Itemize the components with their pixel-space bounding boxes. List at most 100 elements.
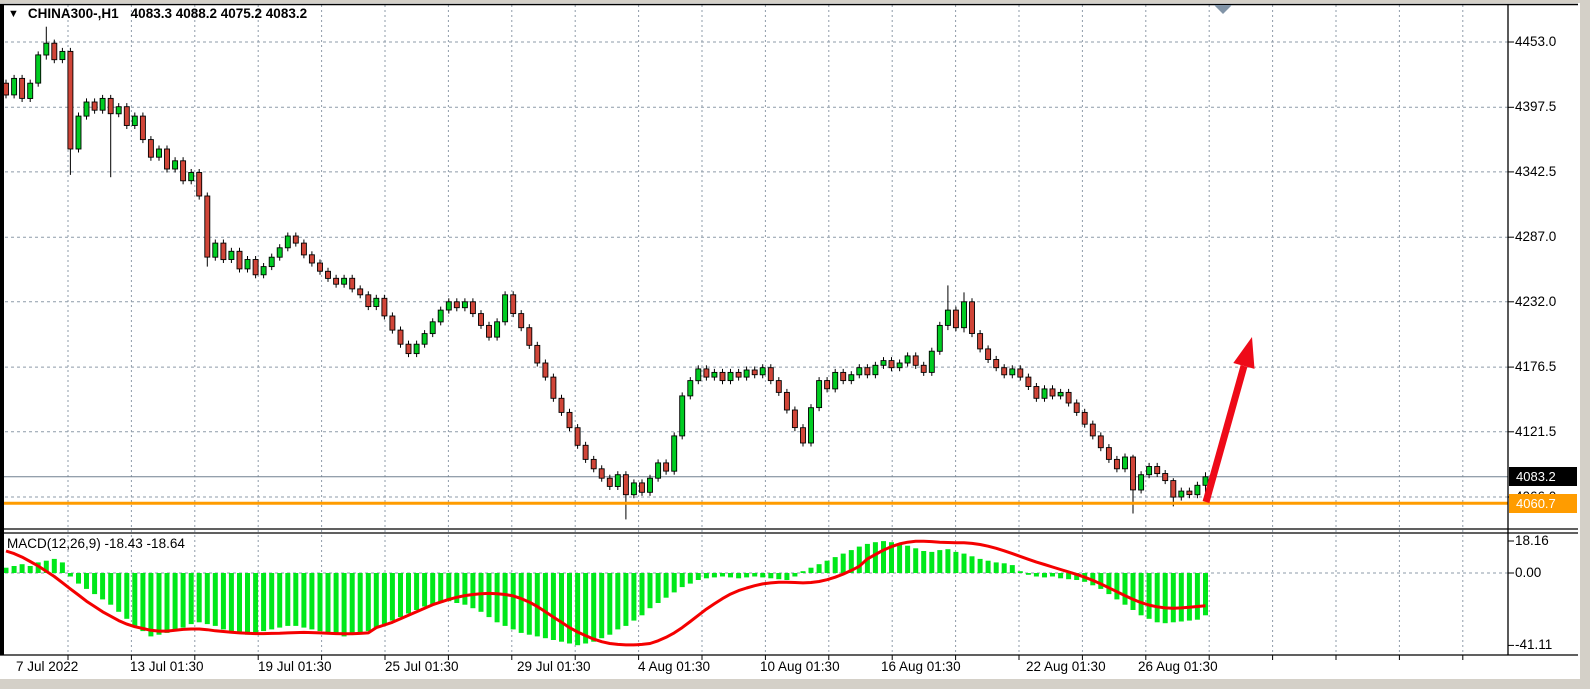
symbol-period-label: CHINA300-,H1 — [27, 6, 119, 21]
candle-body — [961, 301, 967, 329]
macd-tick-label: 0.00 — [1515, 565, 1542, 580]
price-tick-label: 4397.5 — [1515, 99, 1557, 114]
macd-histogram-bar — [204, 573, 210, 625]
macd-histogram-bar — [140, 573, 146, 632]
chevron-down-icon[interactable]: ▼ — [8, 8, 19, 20]
macd-histogram-bar — [406, 573, 411, 614]
candle-body — [944, 309, 951, 326]
macd-histogram-bar — [1146, 573, 1152, 619]
macd-tick-label: 18.16 — [1515, 533, 1549, 548]
macd-histogram-bar — [27, 566, 33, 573]
candle-body — [639, 482, 645, 493]
candle-body — [244, 259, 251, 270]
candle-body — [928, 350, 935, 373]
macd-histogram-bar — [929, 551, 935, 573]
trend-arrow-head[interactable] — [1233, 337, 1255, 369]
macd-histogram-bar — [687, 573, 693, 584]
candle-body — [27, 82, 34, 99]
time-tick-label: 19 Jul 01:30 — [258, 659, 332, 674]
macd-histogram-bar — [1106, 573, 1112, 595]
candle-body — [808, 407, 814, 444]
trend-arrow-shaft[interactable] — [1202, 365, 1248, 503]
candle-body — [188, 172, 195, 182]
macd-histogram-bar — [526, 573, 532, 635]
candle-body — [622, 474, 629, 496]
candle-body — [461, 301, 468, 309]
macd-histogram-bar — [897, 543, 903, 573]
candle-body — [856, 367, 863, 376]
candle-body — [1033, 386, 1040, 399]
candle-body — [848, 374, 855, 382]
candle-body — [156, 148, 162, 158]
macd-histogram-bar — [237, 573, 242, 633]
candle-body — [373, 297, 380, 307]
candle-body — [1122, 456, 1128, 470]
macd-histogram-bar — [454, 573, 460, 603]
macd-histogram-bar — [293, 573, 299, 626]
chart-shift-marker[interactable] — [1214, 5, 1232, 14]
candle-body — [196, 172, 203, 197]
macd-histogram-bar — [301, 573, 307, 628]
candle-body — [663, 462, 670, 472]
macd-histogram-bar — [132, 573, 138, 626]
macd-histogram-bar — [1154, 573, 1160, 623]
macd-histogram-bar — [1058, 573, 1064, 579]
candle-body — [308, 254, 315, 264]
macd-histogram-bar — [470, 573, 476, 609]
macd-histogram-bar — [840, 553, 846, 573]
macd-indicator-label: MACD(12,26,9) -18.43 -18.64 — [7, 536, 185, 551]
macd-histogram-bar — [164, 573, 170, 633]
candle-body — [1081, 411, 1088, 425]
macd-histogram-bar — [1074, 573, 1080, 580]
macd-histogram-bar — [1138, 573, 1144, 616]
candle-body — [405, 343, 412, 355]
candle-body — [671, 435, 678, 472]
candle-body — [735, 371, 742, 378]
macd-histogram-bar — [808, 567, 814, 573]
macd-histogram-bar — [607, 573, 613, 635]
candle-body — [429, 321, 436, 335]
candle-body — [83, 101, 90, 117]
chart-border-left — [0, 4, 4, 655]
bid-price-badge: 4083.2 — [1509, 467, 1577, 486]
macd-histogram-bar — [711, 573, 717, 578]
macd-histogram-bar — [357, 573, 363, 633]
macd-histogram-bar — [550, 573, 556, 640]
macd-histogram-bar — [937, 550, 943, 573]
macd-histogram-bar — [510, 573, 516, 630]
macd-histogram-bar — [784, 573, 790, 580]
candle-body — [381, 297, 388, 317]
macd-histogram-bar — [832, 557, 838, 573]
candle-body — [1097, 435, 1104, 449]
macd-histogram-bar — [220, 573, 226, 630]
macd-histogram-bar — [542, 573, 548, 639]
candle-body — [558, 397, 565, 413]
macd-histogram-bar — [341, 573, 347, 637]
price-tick-label: 4453.0 — [1515, 34, 1557, 49]
candle-body — [767, 367, 774, 382]
candle-body — [172, 160, 179, 170]
macd-histogram-bar — [623, 573, 629, 626]
candle-body — [1089, 423, 1096, 437]
macd-histogram-bar — [760, 573, 766, 578]
macd-histogram-bar — [800, 571, 806, 573]
candle-body — [357, 288, 364, 296]
macd-histogram-bar — [494, 573, 500, 623]
candle-body — [743, 369, 750, 378]
candle-body — [606, 477, 613, 487]
macd-histogram-bar — [196, 573, 202, 623]
candle-body — [598, 468, 605, 479]
candle-body — [1154, 466, 1161, 475]
macd-histogram-bar — [124, 573, 130, 619]
macd-histogram-bar — [631, 573, 637, 621]
macd-histogram-bar — [736, 573, 742, 579]
candle-body — [3, 82, 9, 96]
macd-histogram-bar — [317, 573, 323, 632]
candle-body — [977, 333, 984, 350]
candle-body — [695, 368, 702, 382]
candle-body — [421, 333, 428, 345]
time-tick-label: 29 Jul 01:30 — [517, 659, 591, 674]
macd-histogram-bar — [985, 560, 991, 573]
